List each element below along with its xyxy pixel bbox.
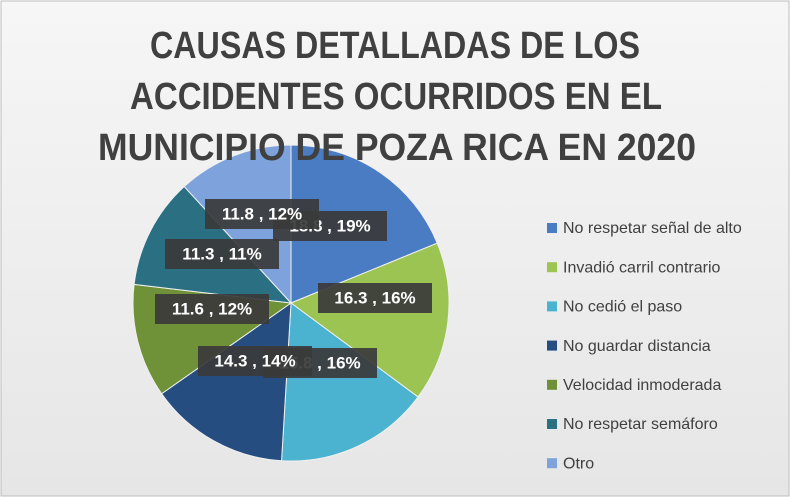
title: CAUSAS DETALLADAS DE LOS ACCIDENTES OCURR… — [98, 25, 696, 169]
legend: No respetar señal de alto Invadió carril … — [547, 220, 742, 472]
legend-swatch — [547, 419, 557, 429]
legend-label: No respetar semáforo — [563, 416, 718, 433]
legend-swatch — [547, 262, 557, 273]
data-label: 14.3 , 14% — [214, 351, 295, 370]
legend-label: Otro — [563, 455, 594, 472]
data-label-box — [198, 346, 312, 376]
legend-label: No respetar señal de alto — [563, 220, 742, 237]
legend-label: No cedió el paso — [563, 299, 682, 316]
legend-swatch — [547, 223, 557, 233]
data-label-box — [205, 199, 319, 229]
data-label-box — [318, 283, 432, 313]
legend-label: No guardar distancia — [563, 338, 711, 355]
data-labels: 18.8 , 19%16.3 , 16%15.8 , 16%14.3 , 14%… — [155, 199, 432, 378]
legend-swatch — [547, 340, 557, 351]
data-label-box — [165, 239, 279, 269]
legend-swatch — [547, 458, 557, 469]
legend-label: Velocidad inmoderada — [563, 377, 721, 394]
chart-title: CAUSAS DETALLADAS DE LOS — [150, 25, 640, 67]
data-label: 11.3 , 11% — [182, 244, 261, 263]
chart-title: MUNICIPIO DE POZA RICA EN 2020 — [98, 127, 696, 169]
pie-slice — [160, 301, 292, 462]
pie-slice — [289, 242, 450, 398]
legend-swatch — [547, 379, 557, 390]
data-label: 16.3 , 16% — [334, 288, 415, 307]
data-label: 11.6 , 12% — [172, 299, 252, 318]
data-label-box — [155, 294, 269, 324]
legend-swatch — [547, 301, 557, 312]
pie-slice — [281, 302, 419, 462]
data-label: 11.8 , 12% — [222, 204, 302, 223]
chart-title: ACCIDENTES OCURRIDOS EN EL — [130, 76, 662, 118]
legend-label: Invadió carril contrario — [563, 259, 721, 276]
